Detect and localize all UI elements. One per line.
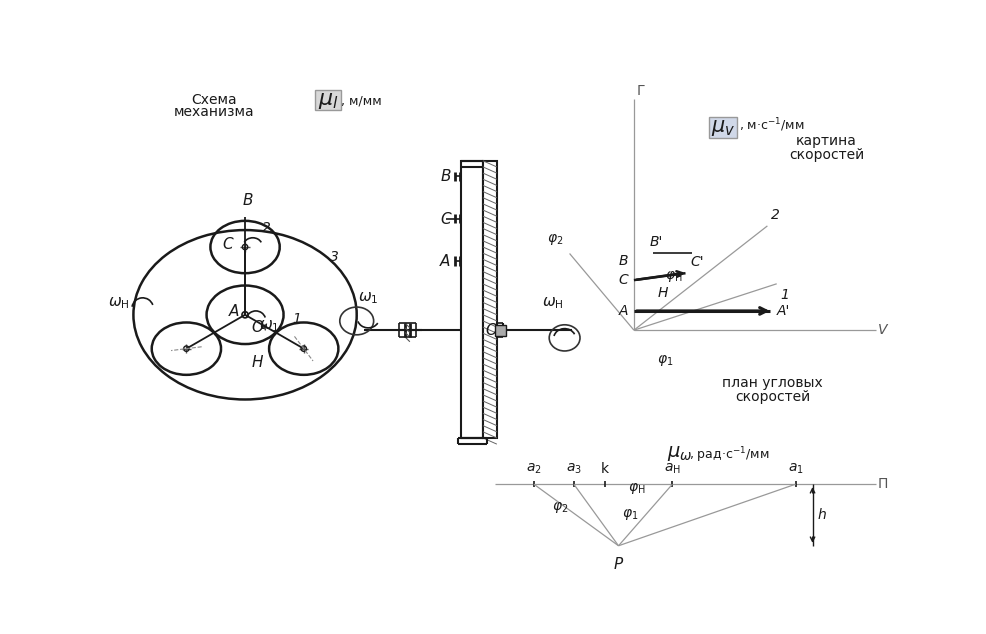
Text: $\varphi_\mathrm{H}$: $\varphi_\mathrm{H}$	[628, 481, 645, 496]
Text: план угловых: план угловых	[722, 377, 823, 391]
Text: $\omega_\mathrm{H}$: $\omega_\mathrm{H}$	[542, 295, 564, 311]
Text: k: k	[600, 462, 608, 477]
Text: Г: Г	[636, 84, 645, 98]
Text: , м/мм: , м/мм	[341, 94, 382, 107]
Text: A': A'	[776, 304, 790, 318]
Text: $a_2$: $a_2$	[526, 462, 541, 477]
Text: 2: 2	[771, 208, 780, 222]
Text: $a_1$: $a_1$	[788, 462, 804, 477]
Text: $\omega_1$: $\omega_1$	[358, 290, 379, 306]
Text: C': C'	[691, 255, 705, 269]
Text: $\varphi_\mathrm{H}$: $\varphi_\mathrm{H}$	[665, 269, 682, 284]
Text: , м·с$^{-1}$/мм: , м·с$^{-1}$/мм	[739, 117, 805, 134]
Text: 2: 2	[262, 221, 271, 235]
Text: 3: 3	[329, 250, 338, 264]
Text: H: H	[251, 355, 262, 370]
Text: 1: 1	[781, 288, 790, 302]
Text: B: B	[618, 254, 628, 268]
Text: картина: картина	[796, 134, 857, 148]
Text: O: O	[485, 323, 497, 339]
Text: $\mu_v$: $\mu_v$	[711, 118, 736, 138]
Text: $a_3$: $a_3$	[566, 462, 582, 477]
Text: B': B'	[650, 235, 663, 249]
Text: h: h	[817, 508, 826, 522]
Text: $\varphi_2$: $\varphi_2$	[552, 500, 569, 515]
Text: $\omega_\mathrm{H}$: $\omega_\mathrm{H}$	[107, 295, 129, 311]
Text: 1: 1	[293, 312, 302, 326]
Bar	[495, 325, 506, 335]
Bar	[483, 161, 497, 438]
Text: B: B	[440, 169, 451, 184]
Text: П: П	[878, 477, 888, 491]
FancyBboxPatch shape	[316, 90, 341, 110]
Text: P: P	[614, 557, 623, 572]
Text: скоростей: скоростей	[789, 148, 864, 162]
Text: $\mu_l$: $\mu_l$	[317, 91, 338, 111]
Text: $\omega_1$: $\omega_1$	[259, 318, 279, 334]
Bar	[461, 161, 483, 438]
Text: $\varphi_2$: $\varphi_2$	[547, 232, 563, 247]
Text: механизма: механизма	[174, 105, 254, 119]
Text: $\varphi_1$: $\varphi_1$	[657, 353, 673, 368]
Text: C: C	[222, 237, 233, 252]
Text: Схема: Схема	[191, 93, 237, 107]
Text: A: A	[229, 304, 239, 319]
Text: , рад·с$^{-1}$/мм: , рад·с$^{-1}$/мм	[689, 445, 770, 465]
Text: V: V	[878, 323, 887, 337]
FancyBboxPatch shape	[709, 117, 738, 138]
Text: C: C	[618, 273, 628, 287]
Text: $a_\mathrm{H}$: $a_\mathrm{H}$	[664, 462, 681, 477]
Text: A: A	[618, 304, 628, 318]
Text: A: A	[441, 254, 451, 269]
Text: B: B	[243, 193, 252, 208]
Text: скоростей: скоростей	[735, 391, 810, 404]
Text: $\mu_\omega$: $\mu_\omega$	[668, 444, 693, 463]
Text: C: C	[440, 212, 451, 227]
Text: $\varphi_1$: $\varphi_1$	[622, 507, 639, 522]
Text: H: H	[658, 287, 669, 301]
Text: O: O	[251, 320, 263, 335]
